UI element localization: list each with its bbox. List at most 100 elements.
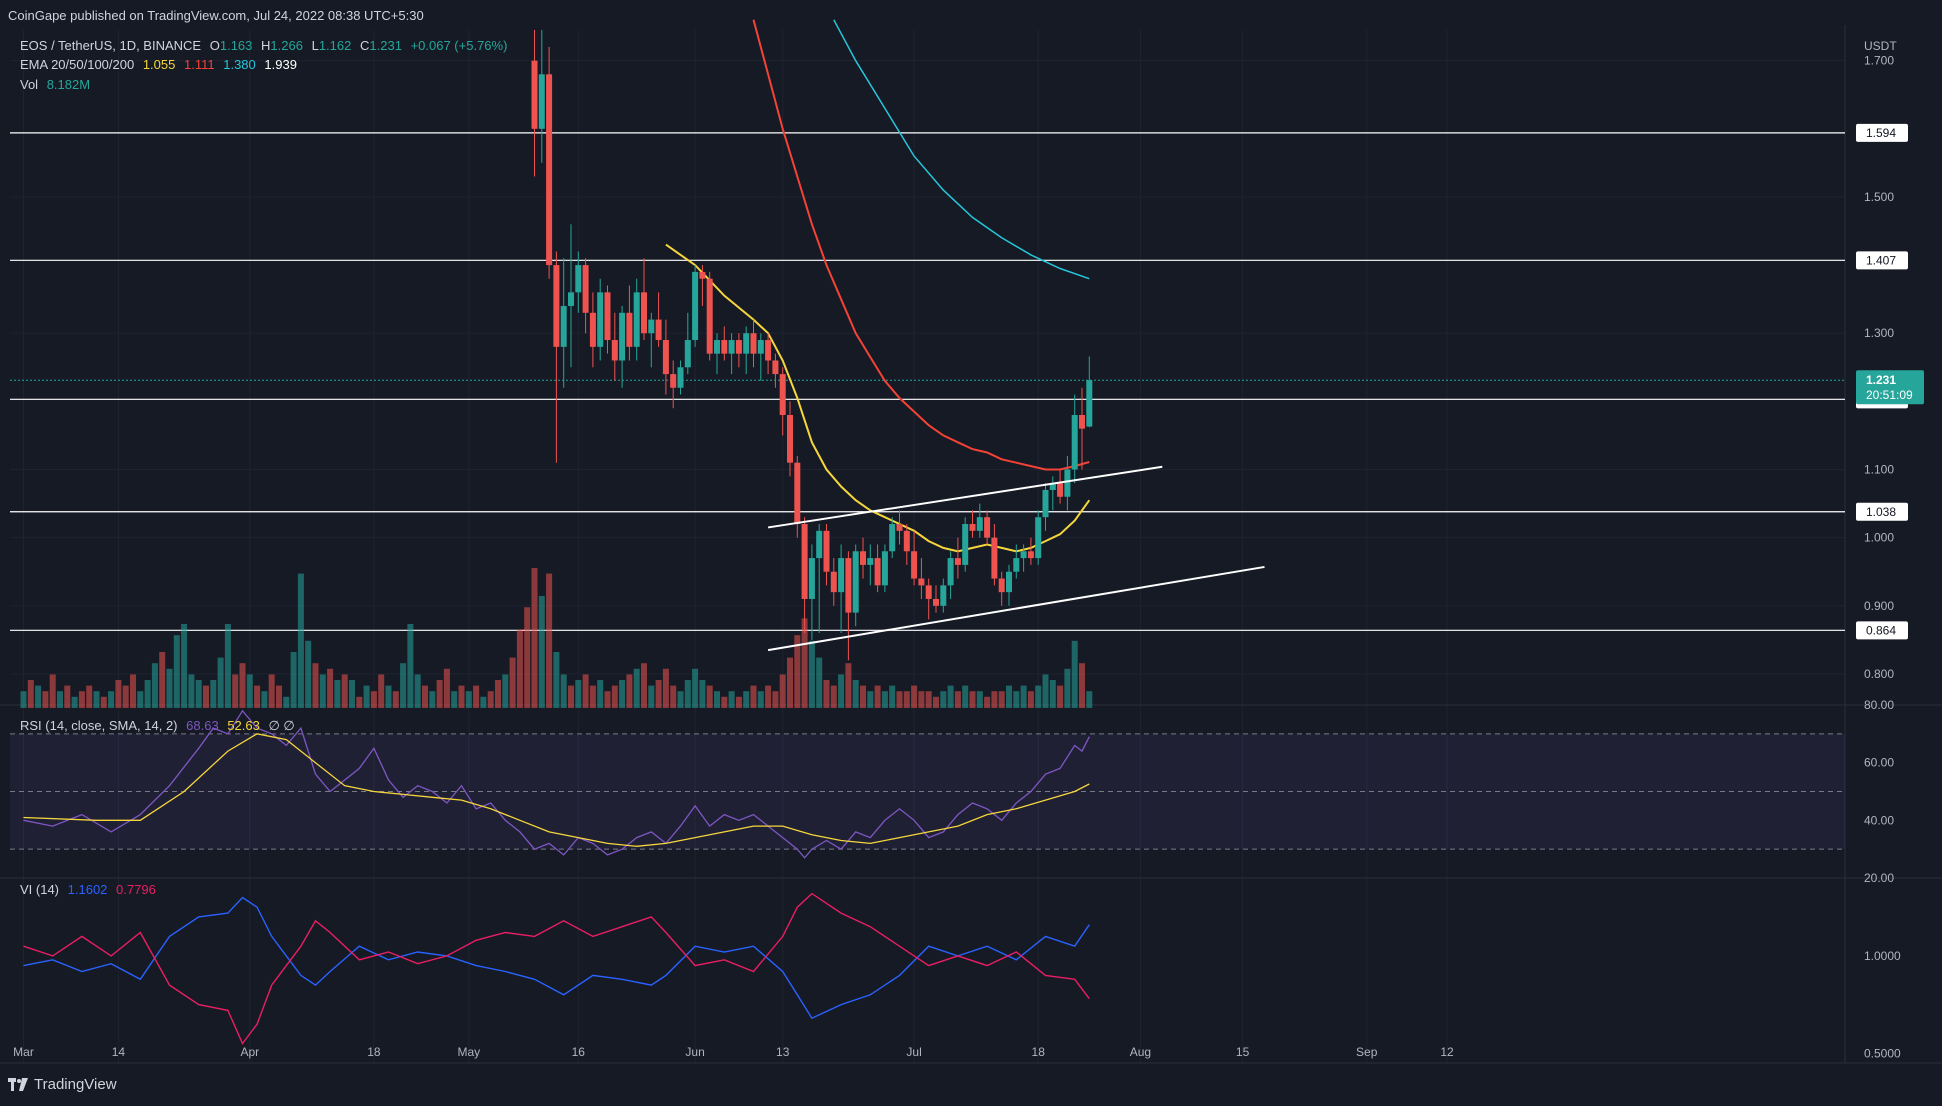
volume-bar xyxy=(896,691,903,708)
volume-bar xyxy=(254,685,261,708)
candle-body xyxy=(1064,469,1071,497)
price-tick: 1.700 xyxy=(1864,54,1894,68)
volume-bar xyxy=(349,680,355,708)
candle-body xyxy=(874,558,881,586)
level-label: 0.864 xyxy=(1866,623,1896,637)
level-label-bg xyxy=(1856,251,1908,270)
candle-body xyxy=(560,305,567,347)
ema-label[interactable]: EMA 20/50/100/200 xyxy=(20,57,135,72)
volume-bar xyxy=(808,640,815,708)
level-label: 1.407 xyxy=(1866,253,1896,267)
volume-bar xyxy=(341,674,348,708)
price-tick: 0.800 xyxy=(1864,667,1894,681)
volume-bar xyxy=(867,691,874,708)
volume-bar xyxy=(743,691,750,708)
volume-bar xyxy=(684,680,691,708)
candle-body xyxy=(735,340,742,354)
date-tick: 18 xyxy=(367,1045,381,1059)
volume-bar xyxy=(706,685,713,708)
candle-body xyxy=(816,530,823,559)
vi-plus-value: 1.1602 xyxy=(67,882,108,897)
candle-body xyxy=(1042,489,1049,518)
volume-bar xyxy=(969,691,976,708)
price-tick: 1.000 xyxy=(1864,531,1894,545)
candle-body xyxy=(845,558,852,613)
rsi-sma-line xyxy=(23,733,1090,847)
volume-bar xyxy=(597,680,604,708)
upper-trendline xyxy=(767,465,1163,529)
volume-bar xyxy=(560,674,567,708)
volume-bar xyxy=(283,696,290,708)
candle-body xyxy=(699,271,706,279)
vi-legend: VI (14) 1.1602 0.7796 xyxy=(20,882,161,897)
candle-body xyxy=(546,74,553,266)
volume-bar xyxy=(670,685,677,708)
volume-bar xyxy=(794,635,801,708)
horizontal-levels[interactable] xyxy=(10,132,1845,631)
volume-bar xyxy=(159,652,166,708)
publisher-line: CoinGape published on TradingView.com, J… xyxy=(8,8,424,23)
volume-bar xyxy=(531,568,538,708)
currency-label: USDT xyxy=(1864,39,1897,53)
volume-bar xyxy=(1027,691,1034,708)
ema-legend: EMA 20/50/100/200 1.055 1.111 1.380 1.93… xyxy=(20,57,302,72)
vi-tick: 1.0000 xyxy=(1864,949,1901,963)
candle-body xyxy=(648,319,655,334)
candle-body xyxy=(925,585,932,599)
vi-label[interactable]: VI (14) xyxy=(20,882,60,897)
candle-body xyxy=(750,333,757,354)
candle-body xyxy=(743,333,750,354)
volume-bar xyxy=(1064,668,1071,708)
volume-bar xyxy=(933,696,939,708)
volume-bar xyxy=(538,596,545,708)
candle-body xyxy=(553,265,560,347)
rsi-tick: 40.00 xyxy=(1864,813,1894,827)
volume-bar xyxy=(524,607,531,708)
candle-body xyxy=(903,530,910,552)
ema50-line xyxy=(752,19,1090,471)
volume-bar xyxy=(400,663,407,708)
candle-body xyxy=(954,558,961,565)
volume-bar xyxy=(1057,685,1064,708)
candle-body xyxy=(933,598,939,606)
candle-body xyxy=(765,340,772,361)
date-tick: 18 xyxy=(1032,1045,1046,1059)
candle-body xyxy=(947,558,954,586)
volume-bar xyxy=(611,685,618,708)
level-label: 1.038 xyxy=(1866,505,1896,519)
volume-bar xyxy=(422,685,428,708)
candle-body xyxy=(918,578,925,586)
volume-bar xyxy=(166,668,173,708)
volume-bar xyxy=(122,685,129,708)
volume-bar xyxy=(276,685,282,708)
candle-body xyxy=(838,558,845,593)
trendlines[interactable] xyxy=(767,465,1265,652)
volume-bar xyxy=(889,685,896,708)
candle-body xyxy=(692,271,699,341)
vi-pane xyxy=(23,892,1090,1045)
volume-bar xyxy=(268,674,275,708)
volume-bar xyxy=(246,674,253,708)
volume-bar xyxy=(363,685,370,708)
volume-bar xyxy=(100,696,107,708)
rsi-label[interactable]: RSI (14, close, SMA, 14, 2) xyxy=(20,718,178,733)
level-label-bg xyxy=(1856,502,1908,521)
volume-bar xyxy=(1049,680,1056,708)
vol-label[interactable]: Vol xyxy=(20,77,39,92)
volume-bar xyxy=(487,691,494,708)
volume-bar xyxy=(144,680,151,708)
rsi-extra: ∅ ∅ xyxy=(268,718,295,733)
date-tick: 14 xyxy=(112,1045,126,1059)
candle-body xyxy=(940,585,947,606)
volume-bar xyxy=(662,668,669,708)
volume-bar xyxy=(1006,685,1012,708)
volume-bar xyxy=(728,691,735,708)
symbol-name[interactable]: EOS / TetherUS, 1D, BINANCE xyxy=(20,38,202,53)
close-value: 1.231 xyxy=(369,38,402,53)
candle-body xyxy=(714,340,720,354)
volume-bar xyxy=(604,691,611,708)
rsi-tick: 80.00 xyxy=(1864,698,1894,712)
tradingview-footer[interactable]: TradingView xyxy=(8,1076,117,1093)
volume-bar xyxy=(940,691,947,708)
